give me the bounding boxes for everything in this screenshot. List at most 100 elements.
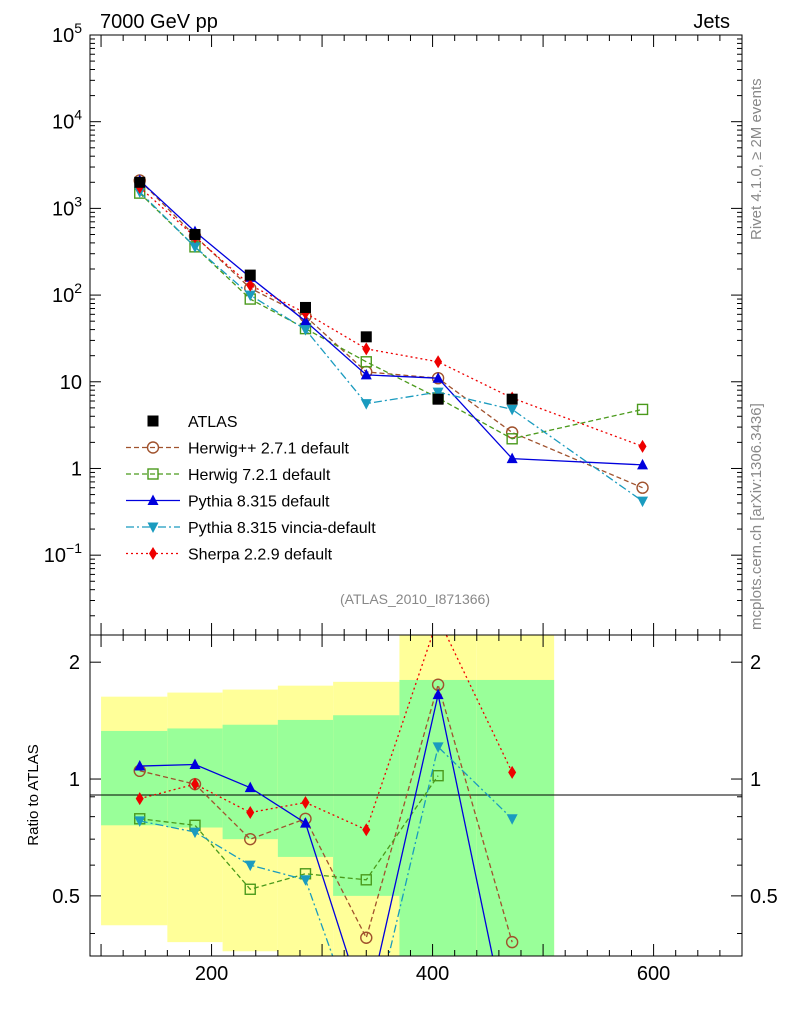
point-ATLAS-3 <box>299 301 311 313</box>
main-ytick-label-exp: 5 <box>74 20 82 36</box>
ratio-point-vincia-6 <box>506 814 518 825</box>
point-ATLAS-0 <box>134 176 146 188</box>
point-vincia-6 <box>506 404 518 416</box>
main-ytick-label-exp: 4 <box>74 107 82 123</box>
ratio-point-pythia-1 <box>189 758 201 770</box>
series-vincia <box>134 187 649 508</box>
point-vincia-5 <box>432 387 444 399</box>
ratio-point-vincia-1 <box>189 827 201 839</box>
legend-label-sherpa: Sherpa 2.2.9 default <box>188 547 333 564</box>
ratio-point-vincia-0 <box>134 816 146 827</box>
main-ytick-label: 1 <box>71 458 82 480</box>
point-pythia-3 <box>299 315 311 326</box>
ratio-point-sherpa-4 <box>362 823 371 837</box>
line-herwig7 <box>139 192 643 440</box>
point-vincia-2 <box>244 290 256 302</box>
point-herwig7-6 <box>506 433 518 445</box>
point-ATLAS-2 <box>244 269 256 281</box>
band-green-5 <box>399 679 477 956</box>
ratio-series-vincia <box>134 742 518 956</box>
legend-entry-vincia: Pythia 8.315 vincia-default <box>126 520 376 537</box>
point-vincia-3 <box>299 325 311 336</box>
ratio-x-ticks: 200 400 600 <box>100 635 743 985</box>
legend-entry-herwigpp: Herwig++ 2.7.1 default <box>126 441 350 458</box>
ratio-point-vincia-5 <box>432 742 444 753</box>
main-ytick-label-base: 10 <box>52 198 74 220</box>
main-series-layer <box>133 174 649 508</box>
ratio-panel: 0.5 0.5 1 1 2 2 200 400 600 Ratio to ATLAS <box>25 634 778 985</box>
main-ytick-label-base: 10 <box>52 285 74 307</box>
line-pythia <box>139 179 643 466</box>
ratio-point-sherpa-3 <box>301 796 310 810</box>
point-vincia-1 <box>189 242 201 253</box>
legend-label-herwigpp: Herwig++ 2.7.1 default <box>188 441 350 458</box>
header-jets-label: Jets <box>693 11 730 33</box>
legend-marker-ATLAS <box>147 415 159 427</box>
ratio-point-pythia-5 <box>432 688 444 700</box>
point-herwig7-7 <box>636 403 649 416</box>
ratio-series-pythia <box>134 688 494 956</box>
ratio-point-herwigpp-4 <box>360 931 373 944</box>
ratio-point-sherpa-2 <box>246 805 255 819</box>
point-sherpa-4 <box>362 342 371 356</box>
point-sherpa-2 <box>246 278 255 292</box>
ratio-ytick-label-left: 2 <box>69 652 80 674</box>
legend-label-ATLAS: ATLAS <box>188 414 238 431</box>
point-pythia-6 <box>506 452 518 464</box>
main-ytick-label: 102 <box>52 280 82 307</box>
ratio-point-herwigpp-2 <box>244 832 257 846</box>
line-sherpa <box>139 186 643 447</box>
point-sherpa-5 <box>434 355 443 369</box>
ratio-point-herwig7-5 <box>432 769 444 782</box>
ratio-point-pythia-3 <box>299 817 311 828</box>
point-ATLAS-4 <box>360 331 372 343</box>
legend-label-vincia: Pythia 8.315 vincia-default <box>188 520 376 537</box>
point-pythia-4 <box>360 368 372 380</box>
ratio-line-herwig7 <box>139 775 439 891</box>
legend-label-herwig7: Herwig 7.2.1 default <box>188 467 331 484</box>
point-herwigpp-6 <box>505 426 519 439</box>
ratio-ytick-label-left: 0.5 <box>52 886 80 908</box>
legend-marker-vincia <box>147 522 159 533</box>
ratio-point-pythia-2 <box>244 781 256 793</box>
main-ytick-label-exp: 3 <box>74 193 82 209</box>
ratio-ytick-label-left: 1 <box>69 769 80 791</box>
legend-entry-sherpa: Sherpa 2.2.9 default <box>126 547 333 564</box>
legend-entry-herwig7: Herwig 7.2.1 default <box>126 467 331 484</box>
series-ATLAS <box>134 176 518 405</box>
ratio-series-layer <box>133 635 519 956</box>
point-pythia-7 <box>637 458 649 470</box>
legend-marker-pythia <box>147 494 159 505</box>
point-herwig7-4 <box>360 356 372 368</box>
main-ytick-label: 10−1 <box>44 540 82 567</box>
ratio-ytick-label-right: 0.5 <box>750 886 778 908</box>
x-tick-label: 400 <box>416 963 449 985</box>
header-energy-label: 7000 GeV pp <box>100 11 218 33</box>
analysis-id-label: (ATLAS_2010_I871366) <box>340 591 490 607</box>
point-vincia-7 <box>637 496 649 508</box>
band-green-3 <box>277 719 334 857</box>
series-herwig7 <box>134 187 649 445</box>
point-ATLAS-6 <box>506 393 518 405</box>
ratio-plot-frame <box>89 634 743 957</box>
main-x-ticks <box>100 35 743 635</box>
ratio-point-vincia-3 <box>299 875 311 886</box>
point-ATLAS-5 <box>432 393 444 405</box>
line-vincia <box>139 191 643 502</box>
legend-entry-pythia: Pythia 8.315 default <box>126 494 330 511</box>
ratio-point-sherpa-1 <box>190 777 199 791</box>
point-herwigpp-7 <box>636 481 649 494</box>
main-ytick-label: 103 <box>52 193 82 220</box>
main-ytick-label: 105 <box>52 20 82 47</box>
ratio-series-sherpa <box>135 635 517 837</box>
rivet-version-label: Rivet 4.1.0, ≥ 2M events <box>748 78 765 240</box>
band-green-0 <box>101 730 168 826</box>
ratio-y-ticks: 0.5 0.5 1 1 2 2 <box>52 652 778 934</box>
legend: ATLAS Herwig++ 2.7.1 default Herwig 7.2.1 … <box>126 414 376 564</box>
x-tick-label: 200 <box>195 963 228 985</box>
x-tick-label: 600 <box>637 963 670 985</box>
main-ytick-label-base: 10 <box>44 545 66 567</box>
mcplots-url-label: mcplots.cern.ch [arXiv:1306.3436] <box>748 403 765 630</box>
